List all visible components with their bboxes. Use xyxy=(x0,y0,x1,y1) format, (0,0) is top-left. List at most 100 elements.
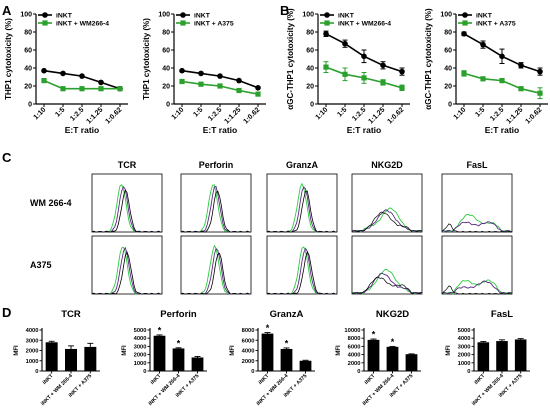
bar xyxy=(367,339,380,371)
histogram-trace xyxy=(351,211,423,233)
histogram-trace xyxy=(441,223,512,233)
histogram-grid: TCR Perforin GranzA NKG2D FasL WM 266-4 A375 xyxy=(30,160,513,295)
x-axis-label: E:T ratio xyxy=(485,125,519,135)
bar xyxy=(280,348,293,371)
bar xyxy=(153,335,166,371)
histogram-trace xyxy=(91,250,162,295)
x-tick-label: iNKT xyxy=(473,373,486,386)
y-tick-label: 60 xyxy=(162,48,170,55)
legend-marker xyxy=(180,12,186,18)
data-point xyxy=(179,67,185,74)
y-tick-label: 4000 xyxy=(348,353,361,359)
y-tick-label: 40 xyxy=(24,66,32,73)
y-axis-label: THP1 cytotoxicity (%) xyxy=(142,18,151,100)
legend-label: iNKT xyxy=(56,13,73,20)
y-tick-label: 0 xyxy=(35,369,38,375)
histogram-column-label: TCR xyxy=(118,160,137,170)
histogram-row-label: WM 266-4 xyxy=(30,198,72,208)
x-tick-label: 1:1.25 xyxy=(85,106,104,125)
legend-marker xyxy=(42,12,48,18)
significance-marker: * xyxy=(266,323,270,333)
data-point xyxy=(179,78,185,85)
histogram-panel xyxy=(441,173,513,233)
y-tick-label: 1000 xyxy=(26,359,39,365)
y-tick-label: 2000 xyxy=(134,353,147,359)
histogram-panel xyxy=(91,173,163,233)
data-point xyxy=(461,31,467,37)
y-axis-label: MFI xyxy=(122,345,128,356)
data-point xyxy=(380,62,386,69)
data-point xyxy=(255,91,261,97)
legend-marker xyxy=(42,20,48,26)
histogram-panel xyxy=(266,235,338,295)
histogram-trace xyxy=(266,190,337,233)
y-tick-label: 0 xyxy=(467,369,470,375)
y-tick-label: 60 xyxy=(24,48,32,55)
y-tick-label: 3000 xyxy=(134,344,147,350)
bar xyxy=(299,360,312,371)
bar xyxy=(191,357,204,371)
y-tick-label: 3000 xyxy=(458,344,471,350)
x-tick-label: 1:0.62 xyxy=(242,106,261,125)
x-tick-label: 1:10 xyxy=(171,106,186,121)
x-tick-label: 1:1.25 xyxy=(505,106,524,125)
significance-marker: * xyxy=(372,330,376,340)
y-tick-label: 8000 xyxy=(242,328,255,334)
y-tick-label: 0 xyxy=(28,102,32,109)
y-tick-label: 0 xyxy=(310,102,314,109)
histogram-panel xyxy=(180,235,252,295)
y-tick-label: 0 xyxy=(251,369,254,375)
data-point xyxy=(361,75,367,81)
bar xyxy=(386,346,399,371)
bar-chart-title: Perforin xyxy=(160,309,197,320)
y-tick-label: 40 xyxy=(444,66,452,73)
panel-letter-b: B xyxy=(280,3,289,18)
panel-letter-c: C xyxy=(2,150,12,165)
histogram-trace xyxy=(351,276,423,295)
significance-marker: * xyxy=(177,338,181,348)
x-tick-label: 1:2.5 xyxy=(207,106,223,122)
x-tick-label: 1:5 xyxy=(336,106,348,118)
legend-label: iNKT xyxy=(194,13,211,20)
data-point xyxy=(236,77,242,84)
y-tick-label: 2000 xyxy=(242,359,255,365)
histogram-trace xyxy=(91,189,162,233)
y-tick-label: 80 xyxy=(306,30,314,37)
line-chart-b-a375: 0 20 40 60 80 100 1:10 1:5 1:2.5 1:1.25 1:0.62 E:T … xyxy=(424,8,548,135)
bar xyxy=(84,346,97,371)
x-tick-label: iNKT xyxy=(258,373,271,386)
bar xyxy=(477,342,490,371)
panel-letter-d: D xyxy=(2,305,11,320)
x-tick-label: 1:0.62 xyxy=(524,106,543,125)
bar-chart-title: TCR xyxy=(61,309,81,320)
y-tick-label: 2000 xyxy=(458,353,471,359)
x-tick-label: iNKT xyxy=(150,373,163,386)
x-tick-label: 1:2.5 xyxy=(351,106,367,122)
bar-chart-title: FasL xyxy=(491,309,513,320)
histogram-trace xyxy=(180,252,251,295)
legend-marker xyxy=(324,20,330,26)
y-tick-label: 20 xyxy=(306,84,314,91)
y-tick-label: 100 xyxy=(440,12,452,19)
y-tick-label: 2000 xyxy=(348,361,361,367)
data-point xyxy=(60,86,66,92)
data-point xyxy=(480,76,486,82)
data-point xyxy=(98,86,104,92)
y-tick-label: 0 xyxy=(448,102,452,109)
bar xyxy=(65,348,77,371)
histogram-row-label: A375 xyxy=(30,260,52,270)
y-tick-label: 0 xyxy=(166,102,170,109)
panel-letter-a: A xyxy=(2,3,12,18)
legend-label: iNKT xyxy=(338,13,355,20)
y-tick-label: 80 xyxy=(24,30,32,37)
series-line xyxy=(463,72,541,94)
data-point xyxy=(198,81,204,87)
significance-marker: * xyxy=(285,338,289,348)
panel-letters: A B C D xyxy=(2,3,289,320)
histogram-panel xyxy=(351,235,423,295)
y-tick-label: 4000 xyxy=(458,336,471,342)
y-axis-label: MFI xyxy=(230,345,236,356)
